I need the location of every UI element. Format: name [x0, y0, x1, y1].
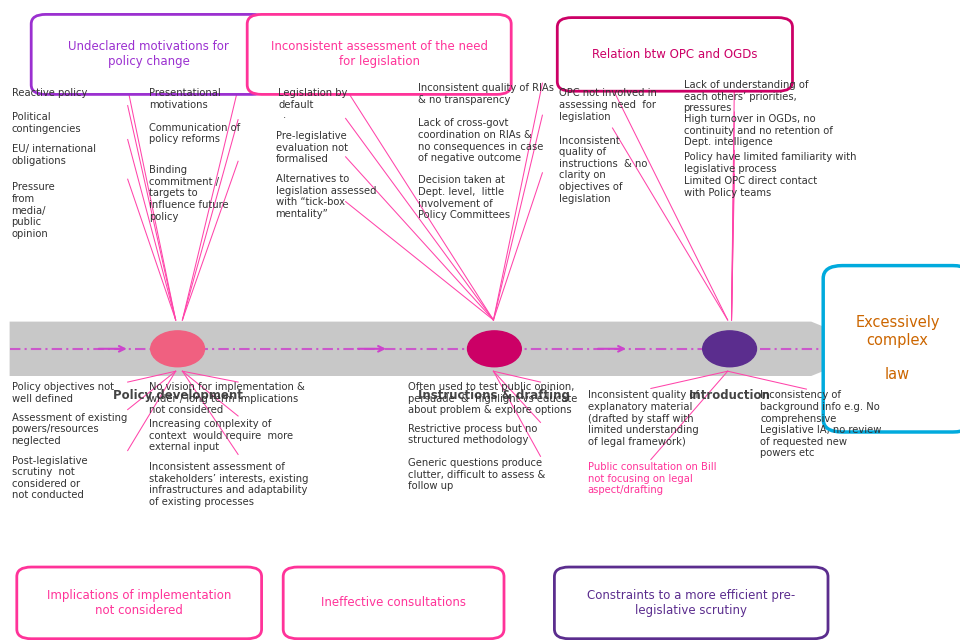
Text: Post-legislative
scrutiny  not
considered or
not conducted: Post-legislative scrutiny not considered…: [12, 456, 87, 500]
FancyBboxPatch shape: [16, 567, 261, 639]
Text: .: .: [283, 110, 286, 120]
Circle shape: [703, 331, 756, 367]
Text: Policy have limited familiarity with
legislative process: Policy have limited familiarity with leg…: [684, 152, 856, 174]
Text: Assessment of existing
powers/resources
neglected: Assessment of existing powers/resources …: [12, 413, 127, 446]
Circle shape: [151, 331, 204, 367]
Text: Reactive policy: Reactive policy: [12, 88, 87, 99]
Text: Political
contingencies: Political contingencies: [12, 112, 82, 134]
Text: Lack of cross-govt
coordination on RIAs &
no consequences in case
of negative ou: Lack of cross-govt coordination on RIAs …: [418, 118, 543, 163]
Text: Communication of
policy reforms: Communication of policy reforms: [149, 123, 240, 145]
Text: Instructions & drafting: Instructions & drafting: [419, 389, 570, 402]
FancyBboxPatch shape: [248, 14, 511, 94]
Text: Excessively
complex

law: Excessively complex law: [855, 316, 940, 382]
Text: High turnover in OGDs, no
continuity and no retention of
Dept. intelligence: High turnover in OGDs, no continuity and…: [684, 114, 832, 147]
Text: Pre-legislative
evaluation not
formalised: Pre-legislative evaluation not formalise…: [276, 131, 348, 164]
FancyBboxPatch shape: [283, 567, 504, 639]
Text: Introduction: Introduction: [688, 389, 771, 402]
Text: Ineffective consultations: Ineffective consultations: [321, 596, 467, 609]
Text: Lack of understanding of
each others’ priorities,
pressures: Lack of understanding of each others’ pr…: [684, 80, 808, 113]
FancyBboxPatch shape: [824, 266, 960, 432]
Text: Public consultation on Bill
not focusing on legal
aspect/drafting: Public consultation on Bill not focusing…: [588, 462, 716, 495]
Text: Often used to test public opinion,
persuade  &  highlight vs educate
about probl: Often used to test public opinion, persu…: [408, 382, 577, 415]
FancyBboxPatch shape: [555, 567, 828, 639]
Text: Inconsistent quality of
explanatory material
(drafted by staff with
limited unde: Inconsistent quality of explanatory mate…: [588, 390, 699, 447]
Text: Alternatives to
legislation assessed
with “tick-box
mentality”: Alternatives to legislation assessed wit…: [276, 174, 376, 219]
Text: Policy development: Policy development: [112, 389, 243, 402]
Circle shape: [468, 331, 521, 367]
FancyBboxPatch shape: [31, 14, 266, 94]
Text: Inconsistent
quality of
instructions  & no
clarity on
objectives of
legislation: Inconsistent quality of instructions & n…: [559, 136, 647, 204]
Text: Implications of implementation
not considered: Implications of implementation not consi…: [47, 589, 231, 617]
Text: No vision for implementation &
wider / long term implications
not considered: No vision for implementation & wider / l…: [149, 382, 304, 415]
Text: Relation btw OPC and OGDs: Relation btw OPC and OGDs: [592, 48, 757, 61]
Text: Pressure
from
media/
public
opinion: Pressure from media/ public opinion: [12, 182, 55, 239]
Polygon shape: [10, 321, 878, 376]
Text: Generic questions produce
clutter, difficult to assess &
follow up: Generic questions produce clutter, diffi…: [408, 458, 545, 492]
Text: OPC not involved in
assessing need  for
legislation: OPC not involved in assessing need for l…: [559, 88, 657, 122]
Text: Presentational
motivations: Presentational motivations: [149, 88, 221, 110]
Text: Limited OPC direct contact
with Policy teams: Limited OPC direct contact with Policy t…: [684, 176, 817, 198]
Text: Undeclared motivations for
policy change: Undeclared motivations for policy change: [68, 40, 229, 68]
Text: Inconsistency of
background info e.g. No
comprehensive
Legislative IA, no review: Inconsistency of background info e.g. No…: [760, 390, 881, 458]
Text: Policy objectives not
well defined: Policy objectives not well defined: [12, 382, 113, 404]
Text: Decision taken at
Dept. level,  little
involvement of
Policy Committees: Decision taken at Dept. level, little in…: [418, 175, 510, 220]
Text: Constraints to a more efficient pre-
legislative scrutiny: Constraints to a more efficient pre- leg…: [588, 589, 795, 617]
Text: Restrictive process but no
structured methodology: Restrictive process but no structured me…: [408, 424, 538, 445]
Text: Legislation by
default: Legislation by default: [278, 88, 348, 110]
Text: Inconsistent assessment of
stakeholders’ interests, existing
infrastructures and: Inconsistent assessment of stakeholders’…: [149, 462, 308, 507]
Text: Inconsistent assessment of the need
for legislation: Inconsistent assessment of the need for …: [271, 40, 488, 68]
Text: EU/ international
obligations: EU/ international obligations: [12, 144, 95, 166]
FancyBboxPatch shape: [557, 17, 792, 91]
Text: Binding
commitment /
targets to
influence future
policy: Binding commitment / targets to influenc…: [149, 165, 228, 221]
Text: Inconsistent quality of RIAs
& no transparency: Inconsistent quality of RIAs & no transp…: [418, 83, 554, 105]
Text: Increasing complexity of
context  would require  more
external input: Increasing complexity of context would r…: [149, 419, 293, 452]
